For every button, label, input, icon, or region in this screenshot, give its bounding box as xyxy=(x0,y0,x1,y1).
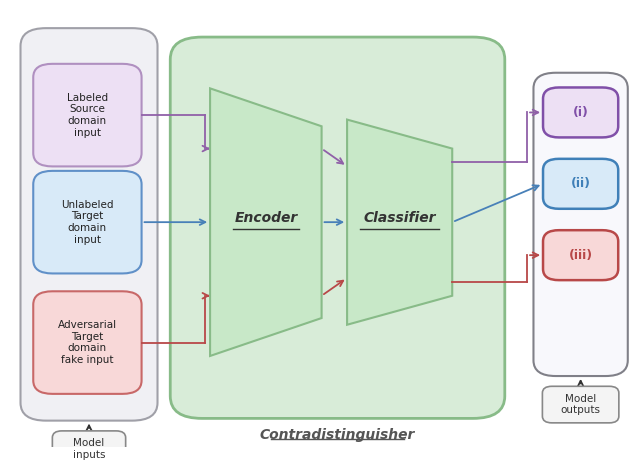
FancyBboxPatch shape xyxy=(542,386,619,423)
Text: Encoder: Encoder xyxy=(234,211,298,225)
Text: Contradistinguisher: Contradistinguisher xyxy=(260,428,415,442)
FancyBboxPatch shape xyxy=(543,159,618,209)
Text: Adversarial
Target
domain
fake input: Adversarial Target domain fake input xyxy=(58,320,117,365)
Text: (iii): (iii) xyxy=(568,248,593,262)
FancyBboxPatch shape xyxy=(33,64,141,166)
FancyBboxPatch shape xyxy=(534,73,628,376)
Polygon shape xyxy=(210,89,321,356)
Text: Model
outputs: Model outputs xyxy=(561,394,600,415)
FancyBboxPatch shape xyxy=(543,88,618,137)
FancyBboxPatch shape xyxy=(543,230,618,280)
FancyBboxPatch shape xyxy=(33,291,141,394)
Text: Model
inputs: Model inputs xyxy=(73,438,105,460)
Text: Unlabeled
Target
domain
input: Unlabeled Target domain input xyxy=(61,200,114,244)
Text: (i): (i) xyxy=(573,106,589,119)
Text: (ii): (ii) xyxy=(571,177,591,190)
FancyBboxPatch shape xyxy=(170,37,505,419)
FancyBboxPatch shape xyxy=(20,28,157,420)
FancyBboxPatch shape xyxy=(33,171,141,273)
Polygon shape xyxy=(347,119,452,325)
Text: Classifier: Classifier xyxy=(364,211,436,225)
Text: Labeled
Source
domain
input: Labeled Source domain input xyxy=(67,93,108,137)
FancyBboxPatch shape xyxy=(52,431,125,461)
